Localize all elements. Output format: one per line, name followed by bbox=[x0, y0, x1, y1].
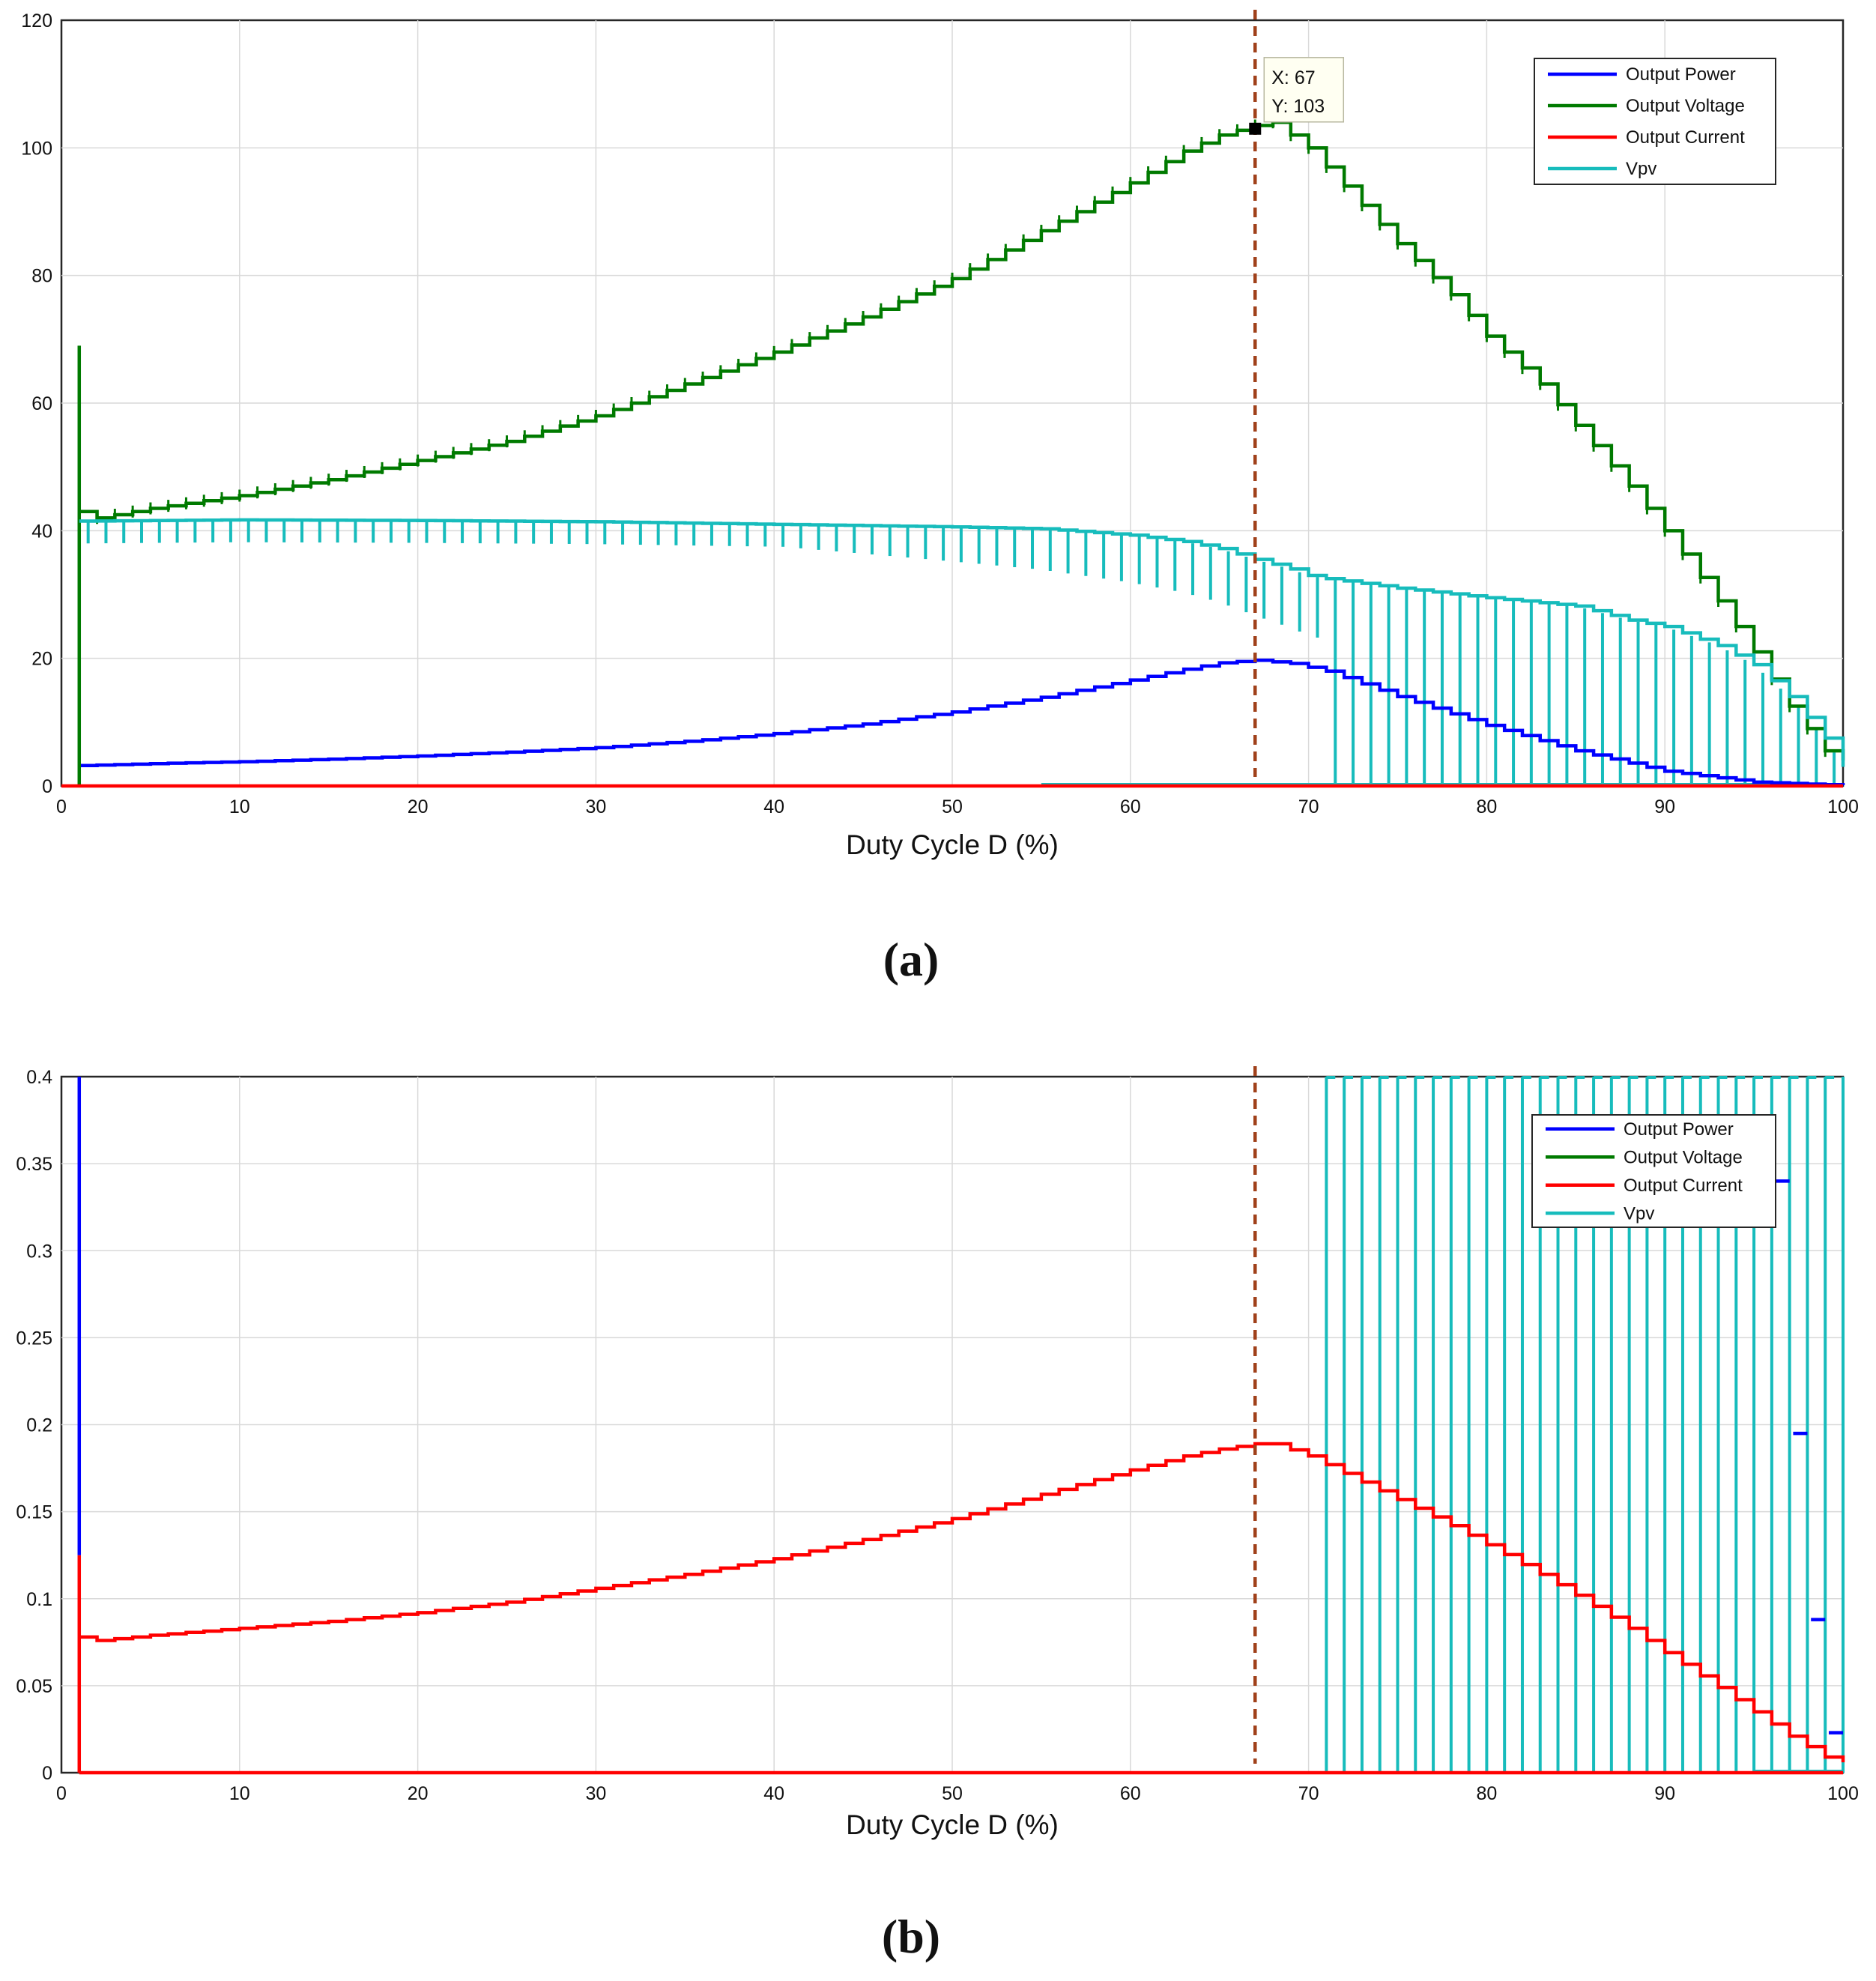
x-axis-label-b: Duty Cycle D (%) bbox=[846, 1809, 1059, 1840]
legend-label: Vpv bbox=[1626, 159, 1656, 179]
y-tick-label: 40 bbox=[31, 521, 52, 542]
legend-box bbox=[1534, 58, 1776, 185]
y-tick-label: 80 bbox=[31, 266, 52, 287]
datatip-y-label: Y: 103 bbox=[1271, 96, 1325, 117]
x-tick-label: 60 bbox=[1120, 1783, 1141, 1804]
legend-b: Output Power Output Voltage Output Current… bbox=[1531, 1114, 1776, 1228]
series-output-current bbox=[77, 1442, 1845, 1773]
legend-label: Vpv bbox=[1624, 1203, 1654, 1224]
legend-a: Output Power Output Voltage Output Current… bbox=[1534, 58, 1776, 185]
datatip[interactable]: X: 67 Y: 103 bbox=[1249, 57, 1345, 135]
x-tick-label: 70 bbox=[1298, 796, 1319, 817]
y-tick-labels-a: 0 20 40 60 80 100 120 bbox=[21, 10, 52, 797]
x-tick-label: 0 bbox=[56, 796, 67, 817]
datatip-point-marker bbox=[1249, 122, 1262, 135]
legend-label: Output Power bbox=[1624, 1119, 1734, 1140]
x-tick-label: 30 bbox=[585, 796, 606, 817]
x-tick-label: 100 bbox=[1827, 1783, 1859, 1804]
x-tick-label: 50 bbox=[942, 796, 963, 817]
x-axis-label-a: Duty Cycle D (%) bbox=[846, 829, 1059, 860]
x-tick-label: 40 bbox=[763, 1783, 784, 1804]
datatip-box bbox=[1263, 57, 1345, 123]
x-tick-label: 90 bbox=[1654, 796, 1675, 817]
panel-caption-b: (b) bbox=[882, 1910, 940, 1963]
chart-panel-b: 0 10 20 30 40 50 60 70 80 90 100 0 0.05 0.1 0.15 0.2 0.… bbox=[16, 1066, 1859, 1963]
y-tick-label: 0.3 bbox=[26, 1241, 52, 1262]
x-tick-label: 20 bbox=[408, 1783, 429, 1804]
x-tick-label: 70 bbox=[1298, 1783, 1319, 1804]
legend-box bbox=[1531, 1114, 1776, 1228]
legend-label: Output Current bbox=[1624, 1176, 1743, 1196]
y-tick-label: 120 bbox=[21, 10, 52, 31]
y-tick-label: 0.25 bbox=[16, 1328, 52, 1349]
x-tick-label: 100 bbox=[1827, 796, 1859, 817]
y-tick-labels-b: 0 0.05 0.1 0.15 0.2 0.25 0.3 0.35 0.4 bbox=[16, 1067, 52, 1784]
y-tick-label: 0 bbox=[42, 776, 52, 797]
legend-label: Output Voltage bbox=[1626, 96, 1745, 116]
chart-panel-a: X: 67 Y: 103 0 10 20 30 40 50 60 70 80 90 100 0 20 4… bbox=[21, 10, 1859, 986]
x-tick-label: 90 bbox=[1654, 1783, 1675, 1804]
y-tick-label: 60 bbox=[31, 393, 52, 414]
x-tick-label: 20 bbox=[408, 796, 429, 817]
x-tick-label: 60 bbox=[1120, 796, 1141, 817]
y-tick-label: 0.35 bbox=[16, 1154, 52, 1175]
panel-caption-a: (a) bbox=[883, 933, 939, 986]
y-tick-label: 20 bbox=[31, 649, 52, 670]
y-tick-label: 0.2 bbox=[26, 1415, 52, 1436]
legend-label: Output Current bbox=[1626, 127, 1745, 148]
legend-label: Output Voltage bbox=[1624, 1147, 1743, 1167]
x-tick-label: 0 bbox=[56, 1783, 67, 1804]
y-tick-label: 100 bbox=[21, 138, 52, 159]
y-tick-label: 0.05 bbox=[16, 1676, 52, 1697]
x-tick-label: 10 bbox=[229, 1783, 250, 1804]
x-tick-labels-a: 0 10 20 30 40 50 60 70 80 90 100 bbox=[56, 796, 1859, 817]
series-output-power bbox=[79, 658, 1845, 787]
x-tick-label: 10 bbox=[229, 796, 250, 817]
x-tick-label: 40 bbox=[763, 796, 784, 817]
grid-horizontal-b bbox=[61, 1163, 1843, 1687]
x-tick-label: 80 bbox=[1476, 796, 1497, 817]
y-tick-label: 0.4 bbox=[26, 1067, 52, 1088]
y-tick-label: 0 bbox=[42, 1763, 52, 1784]
y-tick-label: 0.1 bbox=[26, 1589, 52, 1610]
datatip-x-label: X: 67 bbox=[1271, 67, 1315, 88]
series-lines-a bbox=[61, 116, 1845, 788]
series-lines-b bbox=[77, 1077, 1845, 1775]
legend-label: Output Power bbox=[1626, 64, 1736, 85]
x-tick-labels-b: 0 10 20 30 40 50 60 70 80 90 100 bbox=[56, 1783, 1859, 1804]
x-tick-label: 30 bbox=[585, 1783, 606, 1804]
x-tick-label: 80 bbox=[1476, 1783, 1497, 1804]
x-tick-label: 50 bbox=[942, 1783, 963, 1804]
series-vpv bbox=[79, 518, 1845, 767]
y-tick-label: 0.15 bbox=[16, 1502, 52, 1523]
